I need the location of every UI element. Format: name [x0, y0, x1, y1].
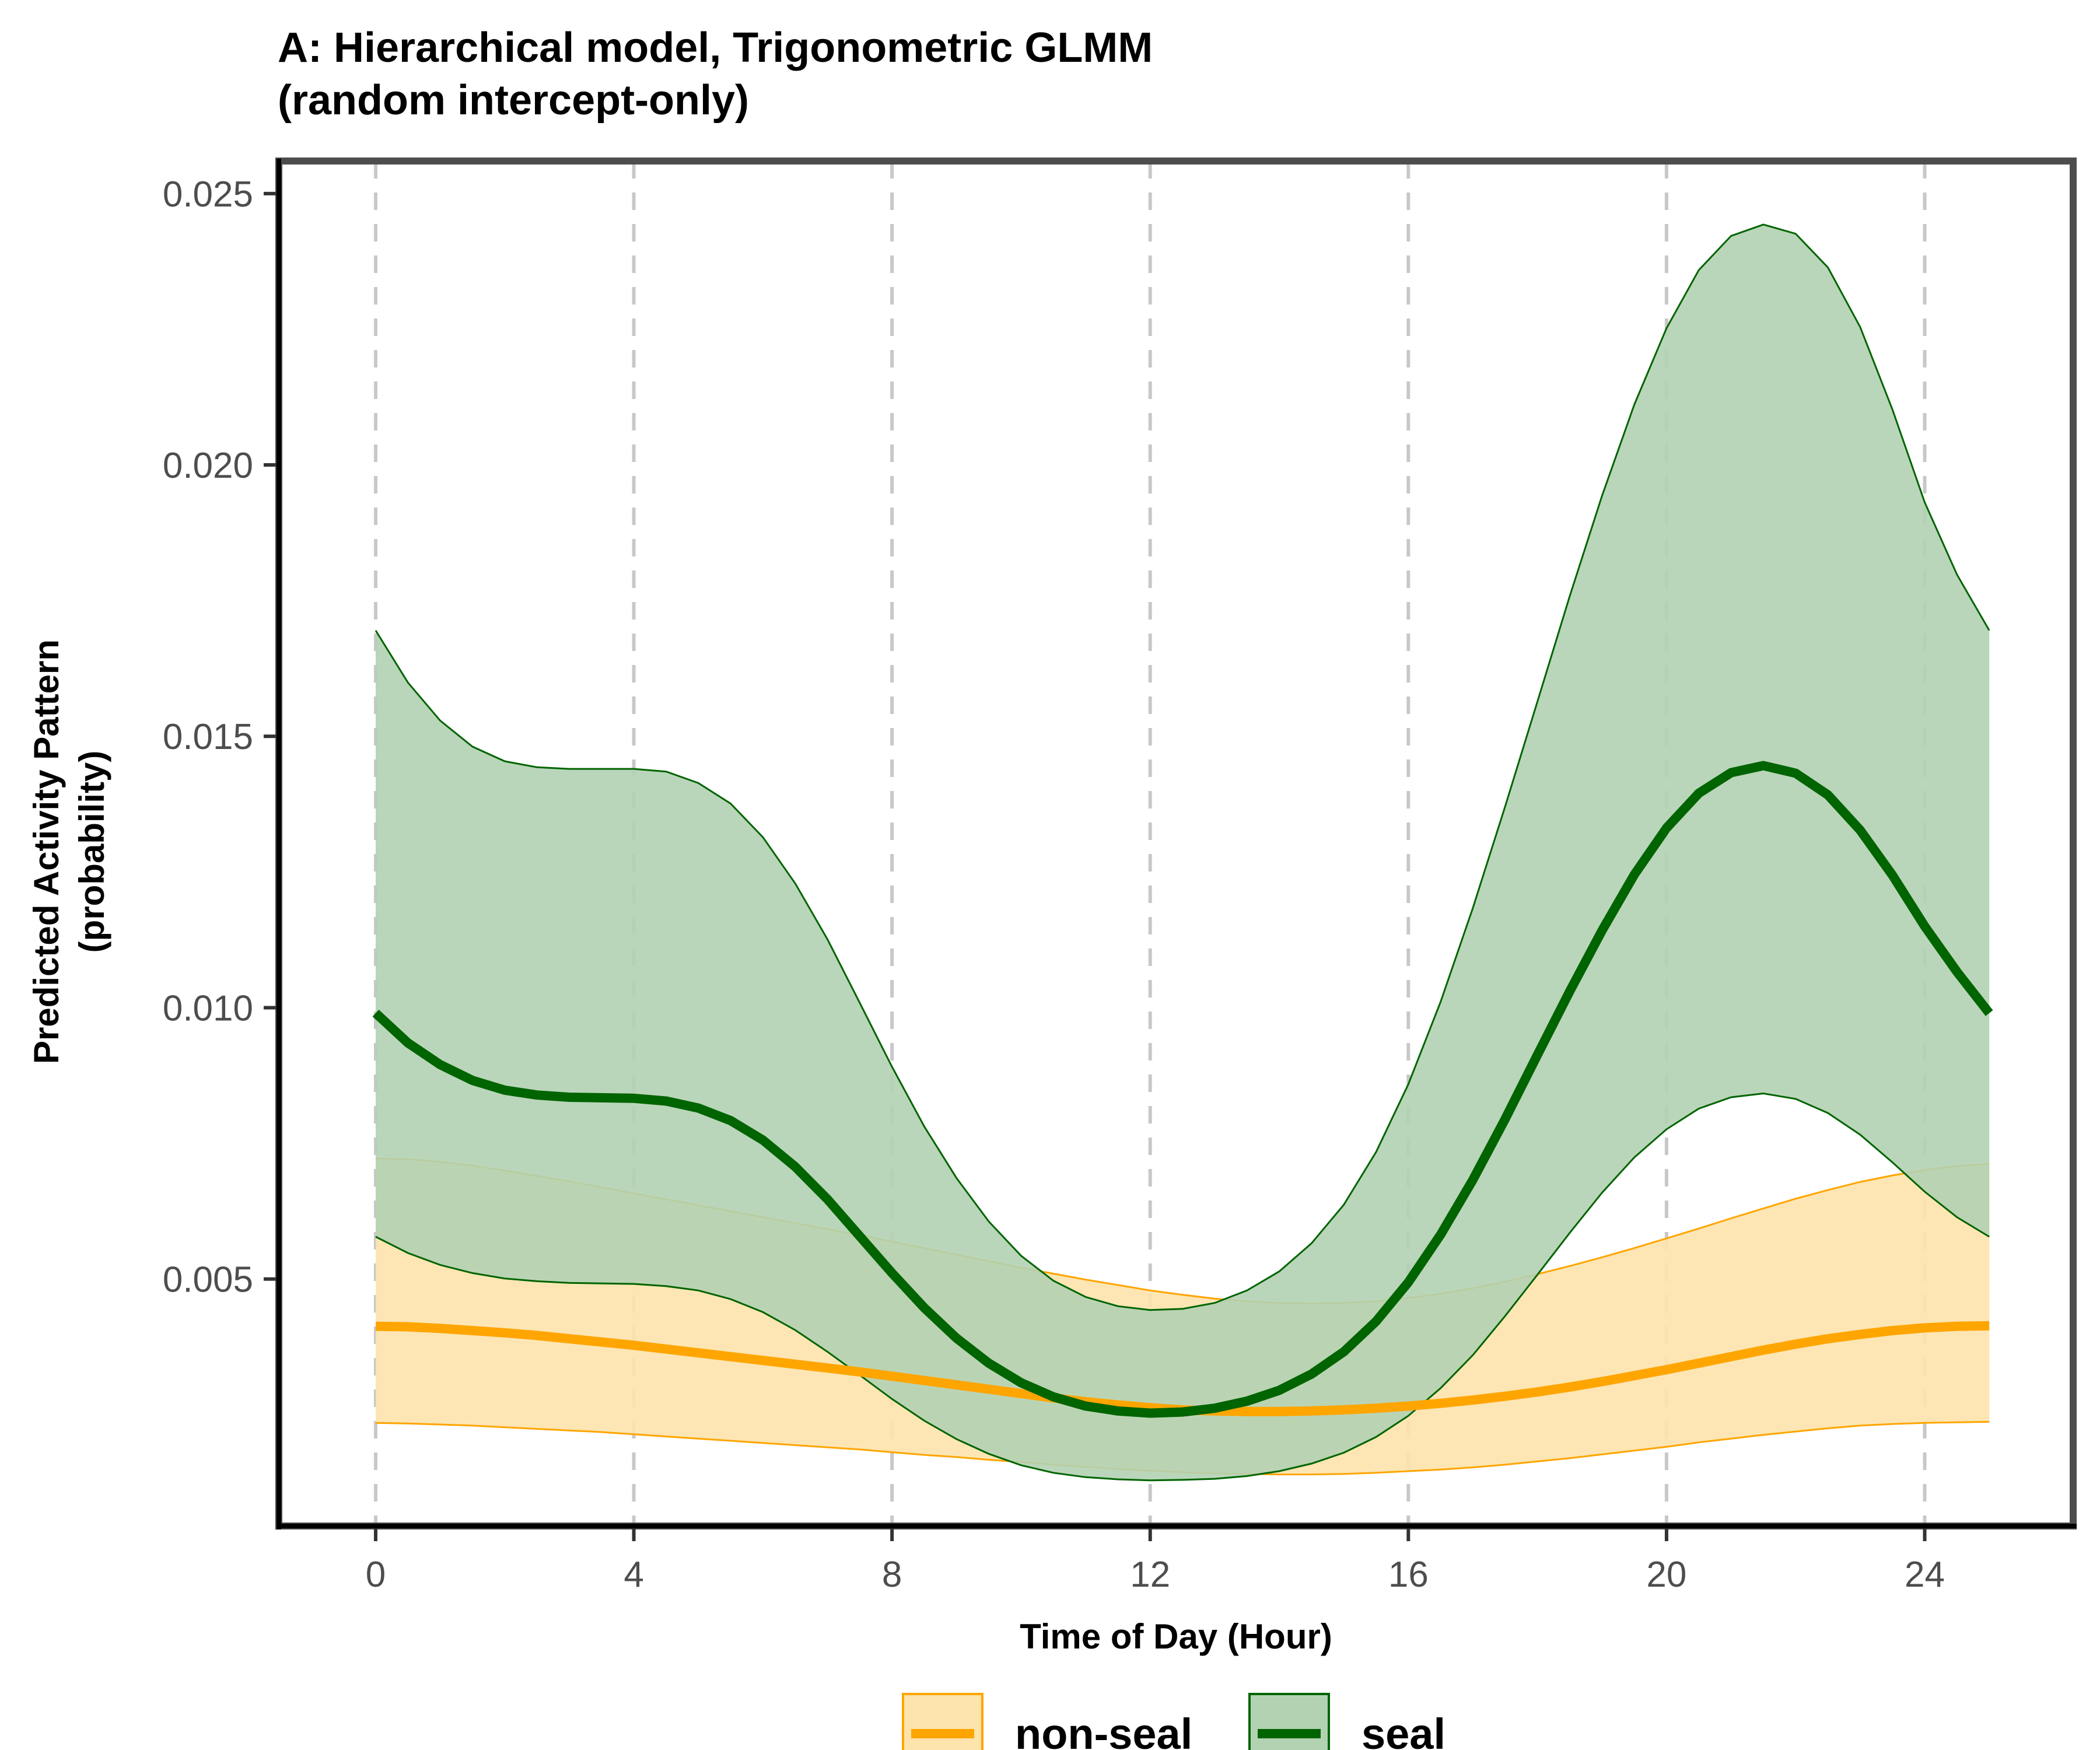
legend-label-non-seal: non-seal [1015, 1710, 1192, 1750]
y-tick-label-0-025: 0.025 [163, 174, 253, 215]
x-axis-ticks: 0 4 8 12 16 20 24 [366, 1528, 1945, 1595]
y-tick-label-0-010: 0.010 [163, 988, 253, 1028]
series-line-seal [372, 761, 1993, 1418]
x-tick-label-0: 0 [366, 1555, 386, 1595]
x-axis-title: Time of Day (Hour) [1020, 1617, 1332, 1656]
series-lines [372, 761, 1993, 1418]
x-tick-label-20: 20 [1646, 1555, 1686, 1595]
y-tick-label-0-020: 0.020 [163, 446, 253, 486]
x-tick-label-12: 12 [1130, 1555, 1170, 1595]
x-tick-label-24: 24 [1905, 1555, 1945, 1595]
upper-bound-line-seal [374, 223, 1990, 1311]
legend-key-seal [1248, 1693, 1330, 1750]
legend-label-seal: seal [1362, 1710, 1446, 1750]
y-axis-title: Predicted Activity Pattern [27, 639, 66, 1064]
confidence-bands [374, 223, 1990, 1482]
y-tick-label-0-005: 0.005 [163, 1260, 253, 1300]
x-tick-label-8: 8 [882, 1555, 902, 1595]
legend: non-seal seal [902, 1693, 1446, 1750]
lower-bound-line-seal [375, 1092, 1990, 1482]
y-tick-label-0-015: 0.015 [163, 717, 253, 757]
x-tick-label-4: 4 [624, 1555, 643, 1595]
legend-item-non-seal[interactable]: non-seal [902, 1693, 1192, 1750]
y-axis-ticks: 0.005 0.010 0.015 0.020 0.025 [163, 174, 276, 1300]
chart-title: A: Hierarchical model, Trigonometric GLM… [278, 24, 1153, 71]
chart-subtitle: (random intercept-only) [278, 77, 749, 124]
legend-key-non-seal [902, 1693, 984, 1750]
y-axis-title-line2: (probability) [72, 751, 111, 953]
legend-item-seal[interactable]: seal [1248, 1693, 1446, 1750]
confidence-band-seal [376, 224, 1990, 1480]
x-tick-label-16: 16 [1388, 1555, 1429, 1595]
